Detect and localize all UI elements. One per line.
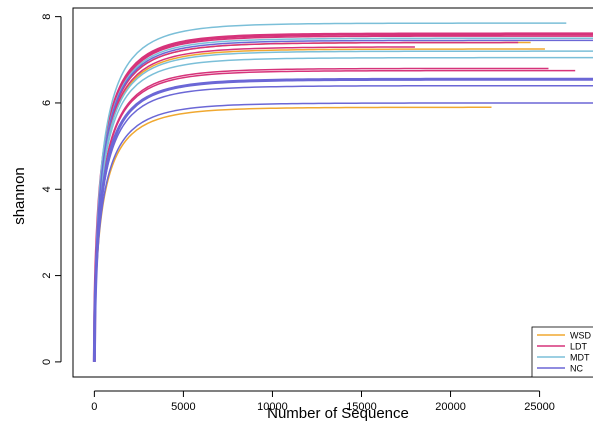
series-line-ldt-7 [93, 46, 415, 362]
legend-label-nc: NC [570, 364, 583, 374]
y-tick-label: 2 [41, 273, 53, 279]
series-line-ldt-8 [93, 67, 549, 362]
x-axis-title: Number of Sequence [267, 405, 409, 422]
x-tick-label: 5000 [171, 401, 195, 413]
legend-label-wsd: WSD [570, 331, 591, 341]
x-tick-label: 15000 [346, 401, 377, 413]
series-line-mdt-13 [93, 56, 593, 362]
series-line-nc-14 [93, 39, 593, 362]
axes-layer: 0 5000 10000 15000 20000 25000 0 2 4 6 8 [41, 7, 593, 413]
series-line-ldt-4 [92, 32, 593, 362]
plot-frame [72, 7, 593, 378]
series-line-wsd-2 [93, 48, 545, 362]
legend-label-mdt: MDT [570, 353, 590, 363]
x-tick-label: 0 [91, 401, 97, 413]
series-line-ldt-5 [93, 35, 593, 362]
series-line-ldt-6 [93, 41, 519, 362]
y-tick-label: 0 [41, 359, 53, 365]
x-tick-label: 10000 [257, 401, 288, 413]
series-line-mdt-12 [93, 50, 593, 362]
series-line-ldt-9 [93, 69, 576, 362]
y-axis-title: shannon [11, 167, 28, 225]
x-tick-label: 20000 [435, 401, 466, 413]
y-tick-label: 6 [41, 100, 53, 106]
y-tick-label: 4 [41, 186, 53, 192]
legend-label-ldt: LDT [570, 342, 588, 352]
series-line-wsd-1 [93, 106, 492, 362]
x-tick-label: 25000 [524, 401, 555, 413]
series-line-mdt-11 [93, 37, 593, 362]
series-line-nc-16 [93, 84, 593, 362]
y-tick-label: 8 [41, 14, 53, 20]
series-layer [92, 22, 593, 362]
series-line-nc-17 [93, 102, 593, 362]
series-line-mdt-10 [93, 22, 567, 362]
series-line-nc-15 [92, 77, 593, 362]
